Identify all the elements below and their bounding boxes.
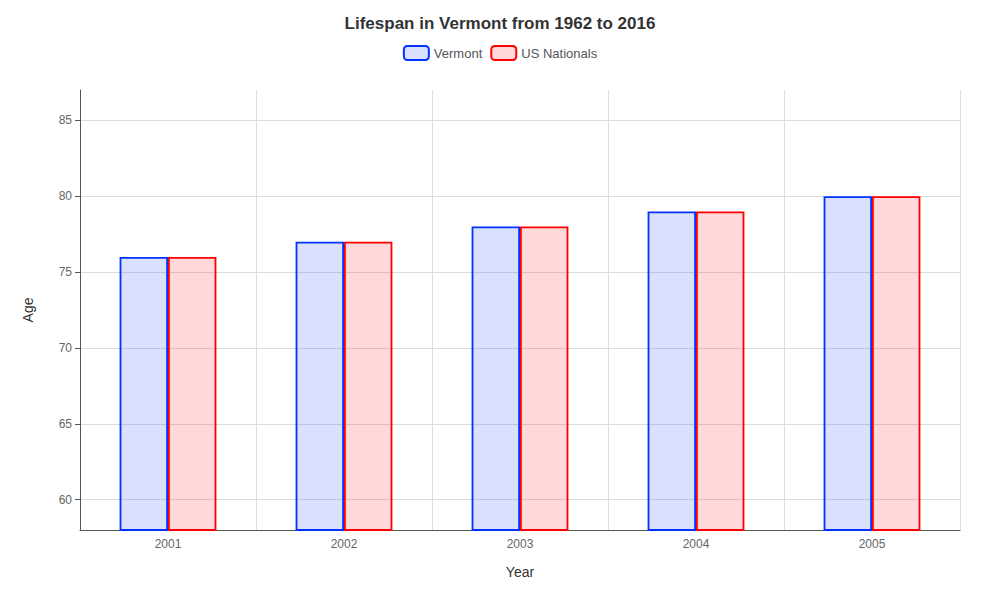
svg-text:Age: Age <box>20 297 36 322</box>
svg-text:65: 65 <box>59 417 73 431</box>
svg-text:Lifespan in Vermont from 1962: Lifespan in Vermont from 1962 to 2016 <box>345 14 656 33</box>
svg-text:2004: 2004 <box>683 537 710 551</box>
svg-text:2005: 2005 <box>859 537 886 551</box>
svg-text:75: 75 <box>59 265 73 279</box>
svg-text:2001: 2001 <box>155 537 182 551</box>
svg-text:85: 85 <box>59 113 73 127</box>
svg-text:70: 70 <box>59 341 73 355</box>
svg-text:80: 80 <box>59 189 73 203</box>
svg-text:2002: 2002 <box>331 537 358 551</box>
svg-text:2003: 2003 <box>507 537 534 551</box>
svg-text:60: 60 <box>59 493 73 507</box>
svg-text:US Nationals: US Nationals <box>521 46 597 61</box>
svg-text:Vermont: Vermont <box>434 46 483 61</box>
svg-text:Year: Year <box>506 564 535 580</box>
